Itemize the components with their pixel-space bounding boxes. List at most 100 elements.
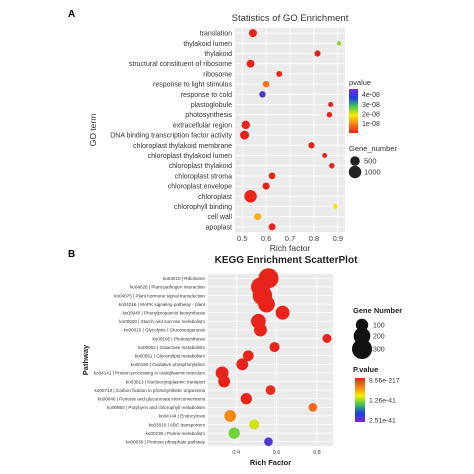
- kegg-point: [253, 323, 267, 337]
- kegg-point: [228, 427, 240, 439]
- go-point: [262, 80, 270, 88]
- kegg-pathway-label: ko00040 | Pentose and glucuronate interc…: [98, 397, 206, 402]
- go-colorbar-label: 1e-08: [362, 121, 380, 128]
- go-x-tick-label: 0.7: [285, 234, 295, 243]
- go-term-label: response to cold: [181, 92, 232, 99]
- kegg-colorbar-label: 1.26e-41: [369, 398, 396, 405]
- go-point: [268, 223, 276, 231]
- go-term-label: chloroplast thylakoid lumen: [148, 153, 233, 160]
- go-point: [322, 153, 328, 158]
- go-point: [241, 120, 250, 130]
- go-term-label: extracellular region: [173, 122, 232, 129]
- kegg-y-axis-label: Pathway: [81, 344, 90, 375]
- kegg-pathway-label: ko03010 | ABC transporters: [149, 422, 206, 427]
- kegg-size-legend-label: 200: [373, 334, 385, 341]
- kegg-size-legend-title: Gene Number: [353, 306, 402, 315]
- go-point: [328, 101, 334, 108]
- go-size-legend-label: 500: [364, 157, 377, 166]
- kegg-pvalue-colorbar: [355, 378, 365, 422]
- go-x-tick-label: 0.9: [333, 234, 343, 243]
- kegg-pathway-label: ko00052 | Galactose metabolism: [138, 345, 205, 350]
- kegg-point: [322, 334, 332, 343]
- kegg-pathway-label: ko00710 | Carbon fixation in photosynthe…: [95, 388, 206, 393]
- kegg-point: [218, 375, 231, 388]
- go-pvalue-colorbar: [349, 89, 358, 133]
- go-x-axis-label: Rich factor: [270, 243, 311, 253]
- kegg-pvalue-legend-title: P.value: [353, 365, 378, 374]
- go-point: [336, 41, 342, 46]
- go-point: [276, 70, 283, 77]
- panel-label-b: B: [68, 249, 75, 260]
- go-y-axis-label: GO term: [88, 114, 98, 147]
- kegg-size-legend-label: 300: [373, 347, 385, 354]
- kegg-pathway-label: ko00195 | Photosynthesis: [152, 336, 205, 341]
- kegg-point: [224, 409, 237, 422]
- kegg-pathway-label: ko00010 | Glycolysis / Gluconeogenesis: [124, 328, 206, 333]
- kegg-x-tick-label: 0.4: [232, 450, 240, 456]
- kegg-pathway-label: ko03010 | Ribosome: [163, 276, 205, 281]
- go-colorbar-label: 2e-08: [362, 111, 380, 118]
- go-term-label: chloroplast envelope: [168, 184, 232, 191]
- kegg-size-legend-dot: [351, 338, 373, 360]
- go-point: [314, 50, 321, 57]
- go-term-label: thylakoid: [204, 51, 232, 58]
- go-colorbar-label: 4e-08: [362, 92, 380, 99]
- go-point: [329, 162, 335, 169]
- go-x-tick-label: 0.6: [261, 234, 271, 243]
- kegg-size-legend-label: 100: [373, 323, 385, 330]
- kegg-x-tick-label: 0.8: [313, 450, 321, 456]
- kegg-size-legend-dot: [355, 318, 369, 332]
- go-point: [248, 29, 257, 38]
- go-point: [259, 91, 266, 98]
- kegg-point: [240, 393, 252, 405]
- go-x-tick-label: 0.8: [309, 234, 319, 243]
- kegg-point: [242, 350, 254, 362]
- go-size-legend-dot: [350, 156, 360, 166]
- kegg-pathway-label: ko04144 | Endocytosis: [159, 414, 206, 419]
- kegg-pathway-label: ko00940 | Phenylpropanoid biosynthesis: [123, 311, 206, 316]
- go-term-label: thylakoid lumen: [183, 41, 232, 48]
- kegg-point: [236, 358, 249, 371]
- kegg-pathway-label: ko00030 | Pentose phosphate pathway: [126, 440, 206, 445]
- kegg-pathway-label: ko00860 | Porphyrin and chlorophyll meta…: [107, 405, 205, 410]
- kegg-pathway-label: ko00230 | Purine metabolism: [146, 431, 206, 436]
- kegg-pathway-label: ko04626 | Plant-pathogen interaction: [130, 285, 205, 290]
- go-colorbar-label: 3e-08: [362, 102, 380, 109]
- go-term-label: chlorophyll binding: [174, 204, 232, 211]
- go-point: [268, 172, 276, 180]
- kegg-pathway-label: ko04016 | MAPK signaling pathway - plant: [119, 302, 206, 307]
- kegg-pathway-label: ko00500 | Starch and sucrose metabolism: [119, 319, 205, 324]
- go-term-label: chloroplast stroma: [175, 173, 232, 180]
- kegg-point: [264, 437, 273, 446]
- go-term-label: chloroplast thylakoid membrane: [133, 143, 232, 150]
- go-point: [326, 111, 333, 118]
- kegg-point: [269, 342, 280, 353]
- go-point: [333, 204, 338, 209]
- go-pvalue-legend-title: pvalue: [349, 78, 371, 87]
- kegg-pathway-label: ko00561 | Glycerolipid metabolism: [135, 354, 205, 359]
- go-term-label: ribosome: [203, 71, 232, 78]
- go-size-legend-dot: [348, 165, 362, 179]
- kegg-chart-title: KEGG Enrichment ScatterPlot: [215, 255, 358, 266]
- go-term-label: structural constituent of ribosome: [129, 61, 232, 68]
- go-point: [308, 142, 315, 149]
- kegg-pathway-label: ko04075 | Plant hormone signal transduct…: [114, 293, 205, 298]
- go-term-label: photosynthesis: [185, 112, 232, 119]
- go-term-label: translation: [200, 31, 232, 38]
- go-point: [240, 130, 250, 140]
- go-term-label: chloroplast thylakoid: [169, 163, 233, 170]
- go-panel: A Statistics of GO Enrichment 0.5 0.6 0.7 0.8…: [68, 9, 397, 253]
- kegg-panel: B KEGG Enrichment ScatterPlot 0.4 0.6 0.8 ko0…: [68, 249, 402, 467]
- kegg-point: [308, 403, 318, 412]
- kegg-point: [265, 385, 276, 395]
- kegg-x-axis-label: Rich Factor: [250, 458, 291, 467]
- panel-label-a: A: [68, 9, 75, 20]
- kegg-pathway-label: ko03013 | Nucleocytoplasmic transport: [126, 379, 206, 384]
- go-term-label: plastoglobule: [191, 102, 232, 109]
- go-size-legend-title: Gene_number: [349, 144, 397, 153]
- go-point: [244, 190, 257, 203]
- kegg-colorbar-label: 2.51e-41: [369, 418, 396, 425]
- kegg-pathway-label: ko00190 | Oxidative phosphorylation: [131, 362, 206, 367]
- kegg-colorbar-label: 8.56e-217: [369, 378, 400, 385]
